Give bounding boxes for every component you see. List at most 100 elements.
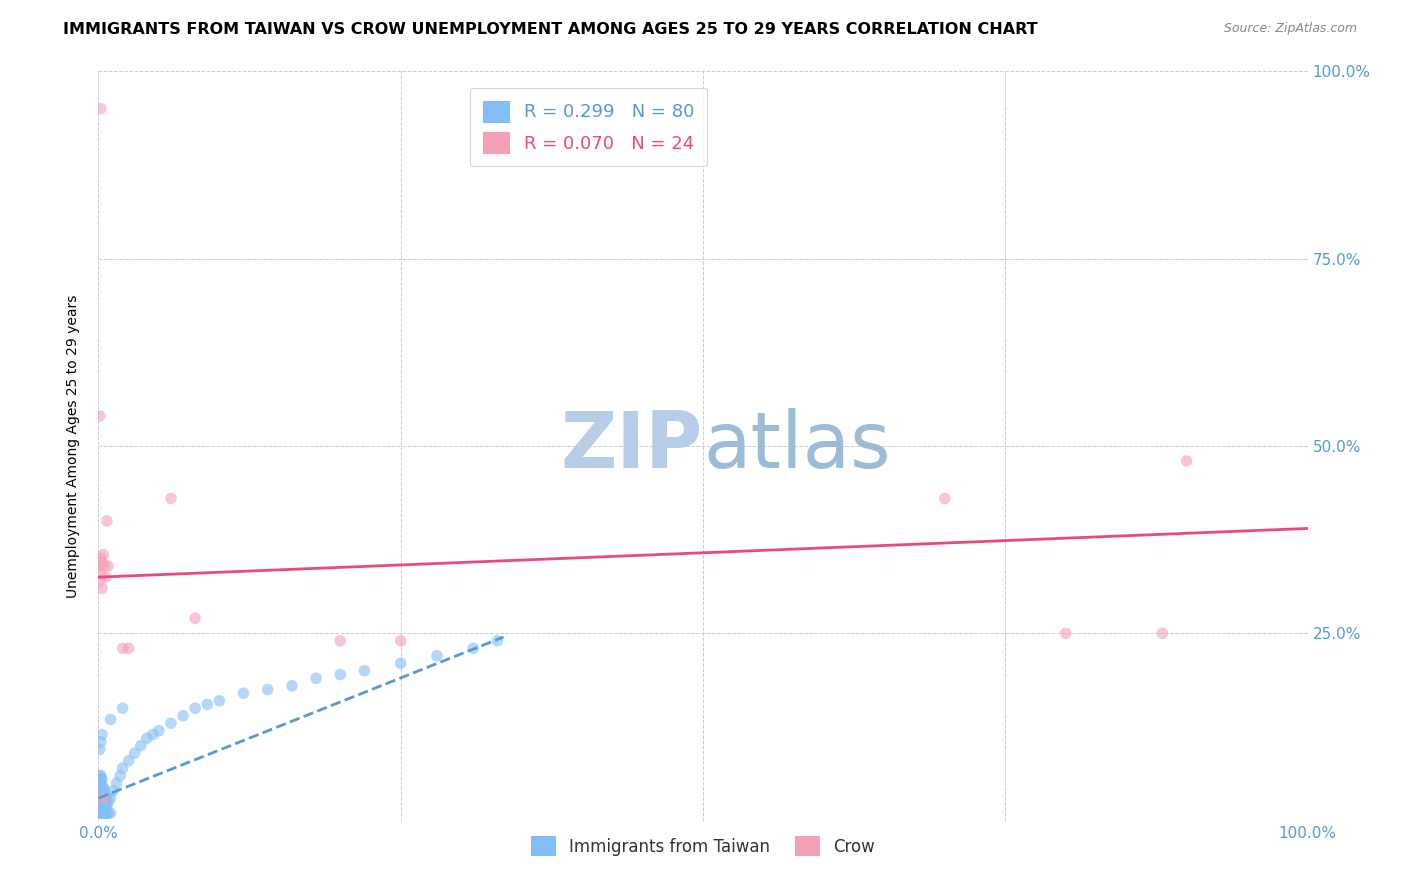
Point — [90, 806, 112, 821]
Point — [90, 783, 112, 797]
Point — [96, 798, 118, 813]
Point — [305, 671, 328, 685]
Point — [94, 788, 117, 802]
Point — [97, 795, 120, 809]
Point — [91, 582, 114, 596]
Point — [1175, 454, 1198, 468]
Point — [172, 708, 194, 723]
Point — [91, 791, 114, 805]
Point — [93, 798, 115, 813]
Point — [91, 780, 114, 794]
Point — [97, 806, 120, 821]
Point — [89, 772, 111, 787]
Point — [91, 783, 114, 797]
Point — [195, 698, 218, 712]
Point — [91, 555, 114, 569]
Point — [94, 806, 117, 821]
Point — [281, 679, 304, 693]
Point — [118, 641, 141, 656]
Point — [256, 682, 278, 697]
Point — [1054, 626, 1077, 640]
Point — [90, 791, 112, 805]
Point — [1152, 626, 1174, 640]
Point — [89, 795, 111, 809]
Point — [89, 574, 111, 588]
Point — [142, 727, 165, 741]
Point — [486, 633, 509, 648]
Point — [93, 806, 115, 821]
Point — [96, 514, 118, 528]
Point — [105, 776, 128, 790]
Point — [91, 798, 114, 813]
Point — [100, 713, 122, 727]
Point — [232, 686, 254, 700]
Point — [90, 795, 112, 809]
Point — [91, 795, 114, 809]
Point — [111, 761, 134, 775]
Point — [160, 716, 183, 731]
Point — [91, 798, 114, 813]
Point — [463, 641, 485, 656]
Point — [89, 769, 111, 783]
Point — [89, 783, 111, 797]
Point — [91, 791, 114, 805]
Point — [353, 664, 375, 678]
Point — [89, 776, 111, 790]
Point — [91, 795, 114, 809]
Point — [91, 806, 114, 821]
Point — [111, 701, 134, 715]
Point — [90, 551, 112, 566]
Point — [118, 754, 141, 768]
Point — [100, 791, 122, 805]
Point — [184, 701, 207, 715]
Point — [90, 772, 112, 787]
Point — [90, 102, 112, 116]
Point — [91, 727, 114, 741]
Point — [91, 548, 114, 562]
Point — [90, 566, 112, 581]
Text: atlas: atlas — [703, 408, 890, 484]
Y-axis label: Unemployment Among Ages 25 to 29 years: Unemployment Among Ages 25 to 29 years — [66, 294, 80, 598]
Point — [100, 806, 122, 821]
Point — [111, 641, 134, 656]
Point — [184, 611, 207, 625]
Point — [426, 648, 449, 663]
Point — [90, 788, 112, 802]
Point — [91, 791, 114, 805]
Point — [108, 769, 131, 783]
Point — [94, 570, 117, 584]
Point — [93, 791, 115, 805]
Point — [329, 633, 352, 648]
Text: Source: ZipAtlas.com: Source: ZipAtlas.com — [1223, 22, 1357, 36]
Point — [389, 657, 412, 671]
Point — [89, 788, 111, 802]
Point — [89, 798, 111, 813]
Point — [96, 806, 118, 821]
Point — [94, 798, 117, 813]
Point — [329, 667, 352, 681]
Point — [89, 791, 111, 805]
Text: ZIP: ZIP — [561, 408, 703, 484]
Point — [129, 739, 152, 753]
Point — [93, 783, 115, 797]
Text: IMMIGRANTS FROM TAIWAN VS CROW UNEMPLOYMENT AMONG AGES 25 TO 29 YEARS CORRELATIO: IMMIGRANTS FROM TAIWAN VS CROW UNEMPLOYM… — [63, 22, 1038, 37]
Point — [91, 788, 114, 802]
Point — [101, 783, 124, 797]
Point — [90, 735, 112, 749]
Point — [124, 746, 146, 760]
Point — [89, 742, 111, 756]
Point — [90, 769, 112, 783]
Point — [148, 723, 170, 738]
Point — [91, 806, 114, 821]
Point — [96, 791, 118, 805]
Point — [91, 772, 114, 787]
Point — [93, 558, 115, 573]
Point — [208, 694, 231, 708]
Point — [89, 806, 111, 821]
Point — [91, 780, 114, 794]
Point — [90, 780, 112, 794]
Point — [389, 633, 412, 648]
Point — [94, 795, 117, 809]
Point — [135, 731, 157, 746]
Point — [89, 409, 111, 423]
